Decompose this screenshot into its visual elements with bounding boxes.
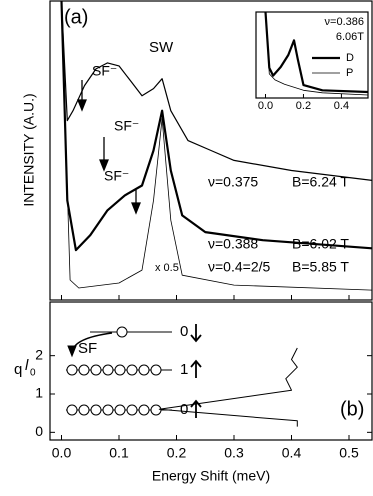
inset-subtitle: 6.06T: [336, 31, 364, 43]
y-tick-label: 2: [35, 346, 43, 362]
annotation: SW: [149, 39, 174, 56]
y-axis-label: l: [25, 357, 29, 374]
legend-label: D: [346, 52, 354, 64]
level-label: 0: [180, 323, 188, 340]
y-tick-label: 1: [35, 385, 43, 401]
legend-label: P: [346, 67, 353, 79]
bottom-panel-frame: [49, 301, 373, 441]
y-axis-label: q: [14, 361, 22, 378]
scale-label: x 0.5: [155, 262, 179, 274]
data-line: [158, 347, 298, 427]
x-tick-label: 0.2: [296, 100, 311, 112]
x-tick-label: 0.0: [258, 100, 273, 112]
data-line: [60, 1, 372, 252]
level-diagram: [62, 312, 212, 428]
level-label: 1: [180, 361, 188, 378]
field-label: B=6.02 T: [292, 236, 349, 252]
inset-title: ν=0.386: [325, 16, 364, 28]
diagram-label: SF: [78, 340, 97, 357]
inset-frame: [255, 11, 369, 99]
data-line: [60, 1, 372, 181]
annotation: (a): [64, 6, 88, 28]
data-line: [264, 12, 368, 94]
data-line: [265, 12, 368, 96]
x-tick-label: 0.4: [282, 445, 302, 461]
level-label: 0: [180, 401, 188, 418]
data-line: [61, 1, 372, 291]
x-tick-label: 0.2: [167, 445, 187, 461]
y-axis-label: 0: [30, 368, 36, 379]
annotation: (b): [340, 398, 364, 420]
field-label: B=6.24 T: [292, 174, 349, 190]
annotation: SF⁻: [104, 168, 129, 184]
x-tick-label: 0.4: [334, 100, 349, 112]
series-label: ν=0.4=2/5: [208, 259, 270, 275]
sf-arrows: [77, 80, 141, 215]
x-tick-label: 0.0: [52, 445, 72, 461]
series-label: ν=0.375: [208, 174, 258, 190]
x-tick-label: 0.3: [224, 445, 244, 461]
annotation: SF⁻: [92, 63, 117, 79]
x-tick-label: 0.1: [109, 445, 129, 461]
y-tick-label: 0: [35, 423, 43, 439]
y-axis-label: INTENSITY (A.U.): [21, 93, 37, 206]
annotation: SF⁻: [114, 118, 139, 134]
top-panel-frame: [49, 0, 373, 301]
x-axis-label: Energy Shift (meV): [152, 468, 270, 484]
series-label: ν=0.388: [208, 236, 258, 252]
field-label: B=5.85 T: [292, 259, 349, 275]
x-tick-label: 0.5: [339, 445, 359, 461]
